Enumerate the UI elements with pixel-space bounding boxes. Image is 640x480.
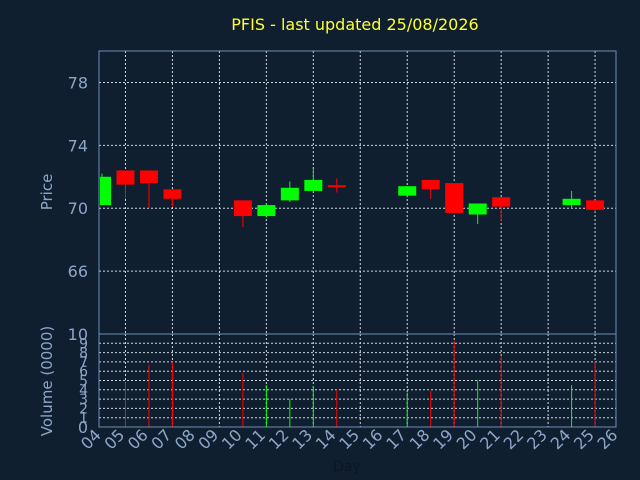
price-y-tick-label: 74	[68, 136, 88, 155]
candle-body	[421, 179, 440, 190]
candle-body	[445, 183, 464, 213]
candle-body	[327, 185, 346, 188]
candle	[163, 189, 182, 207]
volume-y-tick-label: 6	[79, 364, 88, 380]
candle-body	[100, 176, 111, 206]
candle-body	[562, 198, 581, 206]
candle-body	[163, 189, 182, 199]
candle-body	[280, 187, 299, 201]
price-axis-label: Price	[38, 174, 56, 211]
volume-y-tick-label: 7	[79, 355, 88, 371]
candle	[398, 186, 417, 198]
candle	[492, 197, 511, 221]
volume-y-tick-label: 3	[79, 392, 88, 408]
candle	[100, 173, 111, 206]
chart-title: PFIS - last updated 25/08/2026	[231, 15, 478, 34]
candle	[304, 168, 323, 193]
candle	[445, 183, 464, 213]
candle	[468, 203, 487, 224]
volume-y-tick-label: 8	[79, 346, 88, 362]
candle	[139, 170, 158, 209]
candle-body	[116, 170, 135, 185]
volume-panel-frame	[98, 333, 617, 428]
candle-body	[233, 200, 252, 217]
candle	[421, 179, 440, 199]
price-y-tick-label: 78	[68, 73, 88, 92]
x-ticks: 0405060708091011121314151617181920212223…	[77, 425, 621, 453]
price-y-ticks: 66 70 74 78	[68, 73, 88, 281]
x-axis-label: Day	[333, 459, 361, 475]
volume-y-tick-label: 1	[79, 411, 88, 427]
volume-y-tick-label: 4	[79, 383, 88, 399]
volume-grid	[99, 334, 616, 427]
volume-axis-label: Volume (0000)	[38, 326, 56, 436]
candle-body	[139, 170, 158, 184]
volume-y-tick-label: 5	[79, 374, 88, 390]
candles	[100, 168, 605, 228]
candle-body	[586, 200, 605, 210]
candle-body	[304, 179, 323, 191]
volume-y-tick-label: 0	[78, 418, 88, 437]
candle	[233, 200, 252, 228]
candle	[280, 181, 299, 202]
candle	[257, 203, 276, 218]
candle-body	[257, 205, 276, 217]
volume-y-tick-label: 10	[68, 325, 88, 344]
volume-bars	[124, 340, 596, 427]
candle	[562, 190, 581, 209]
x-tick-label: 26	[594, 425, 622, 453]
candle	[586, 200, 605, 212]
candle	[116, 170, 135, 199]
volume-y-tick-label: 9	[79, 336, 88, 352]
candle-body	[492, 197, 511, 207]
candle-body	[398, 186, 417, 196]
candle-body	[468, 203, 487, 215]
price-y-tick-label: 66	[68, 262, 88, 281]
candle	[327, 178, 346, 193]
price-y-tick-label: 70	[68, 199, 88, 218]
volume-y-tick-label: 2	[79, 401, 88, 417]
